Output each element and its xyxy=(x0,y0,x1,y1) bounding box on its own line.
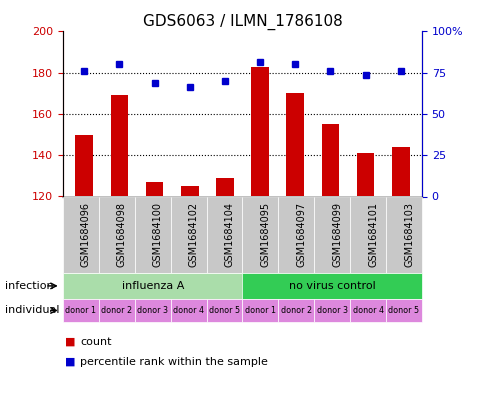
Text: GDS6063 / ILMN_1786108: GDS6063 / ILMN_1786108 xyxy=(142,14,342,30)
Bar xyxy=(145,182,163,196)
Text: donor 5: donor 5 xyxy=(388,306,419,315)
Text: GSM1684095: GSM1684095 xyxy=(260,202,270,267)
Text: GSM1684101: GSM1684101 xyxy=(367,202,378,267)
Text: donor 2: donor 2 xyxy=(280,306,311,315)
Bar xyxy=(251,66,268,196)
Bar xyxy=(216,178,233,196)
Text: donor 1: donor 1 xyxy=(65,306,96,315)
Text: no virus control: no virus control xyxy=(288,281,375,291)
Text: GSM1684098: GSM1684098 xyxy=(117,202,127,267)
Text: donor 3: donor 3 xyxy=(316,306,347,315)
Text: percentile rank within the sample: percentile rank within the sample xyxy=(80,356,267,367)
Bar xyxy=(75,134,93,196)
Text: GSM1684103: GSM1684103 xyxy=(403,202,413,267)
Text: GSM1684096: GSM1684096 xyxy=(81,202,91,267)
Bar xyxy=(181,186,198,196)
Text: donor 4: donor 4 xyxy=(173,306,204,315)
Text: GSM1684100: GSM1684100 xyxy=(152,202,163,267)
Text: infection: infection xyxy=(5,281,53,291)
Bar xyxy=(286,93,303,196)
Text: GSM1684099: GSM1684099 xyxy=(332,202,342,267)
Text: GSM1684104: GSM1684104 xyxy=(224,202,234,267)
Text: donor 3: donor 3 xyxy=(137,306,168,315)
Text: ■: ■ xyxy=(65,356,76,367)
Text: ■: ■ xyxy=(65,337,76,347)
Bar xyxy=(356,153,374,196)
Text: GSM1684097: GSM1684097 xyxy=(296,202,306,267)
Text: influenza A: influenza A xyxy=(121,281,183,291)
Text: donor 4: donor 4 xyxy=(352,306,383,315)
Text: donor 1: donor 1 xyxy=(244,306,275,315)
Text: count: count xyxy=(80,337,111,347)
Bar xyxy=(321,124,339,196)
Bar xyxy=(110,95,128,196)
Text: individual: individual xyxy=(5,305,59,316)
Text: donor 2: donor 2 xyxy=(101,306,132,315)
Text: GSM1684102: GSM1684102 xyxy=(188,202,198,267)
Bar xyxy=(391,147,409,196)
Text: donor 5: donor 5 xyxy=(209,306,240,315)
